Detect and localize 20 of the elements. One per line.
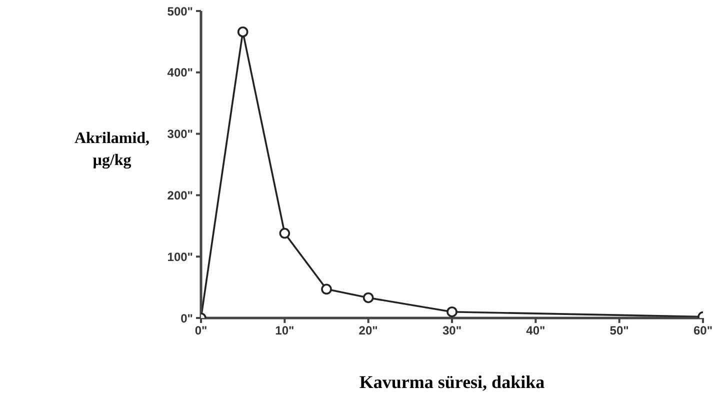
y-tick-label: 100" [167,250,193,264]
y-tick-label: 0" [180,311,193,326]
y-tick-label: 500" [167,4,193,18]
point [321,284,332,295]
point [237,26,248,38]
x-tick-label: 40" [526,324,546,338]
x-tick-label: 0" [194,324,208,338]
y-tick-label: 200" [167,188,193,202]
x-tick-label: 10" [275,324,294,338]
x-tick-label: 30" [442,324,462,338]
point [362,292,374,304]
x-axis-title: Kavurma süresi, dakika [358,372,546,393]
x-tick-label: 60" [693,324,713,338]
y-axis-title: Akrilamid, µg/kg [73,129,151,171]
point [446,306,458,318]
point [279,228,290,239]
y-tick-label: 400" [167,66,193,80]
x-tick-label: 50" [610,324,629,338]
x-tick-label: 20" [358,324,378,338]
y-tick-label: 300" [167,127,193,142]
